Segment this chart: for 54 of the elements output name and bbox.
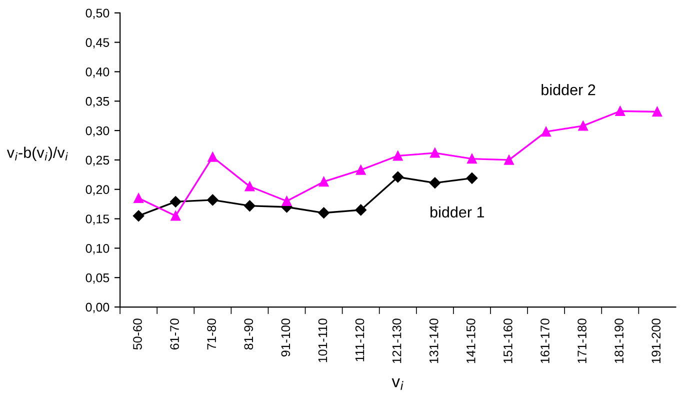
- point: [356, 165, 366, 175]
- point: [466, 172, 478, 184]
- x-tick-label: 81-90: [244, 318, 254, 350]
- x-tick-label: 121-130: [392, 318, 402, 364]
- point: [170, 210, 180, 221]
- point: [318, 176, 329, 187]
- x-tick-label: 161-170: [540, 318, 550, 364]
- point: [244, 182, 255, 192]
- y-tick-label: 0,50: [86, 8, 110, 20]
- point: [318, 207, 330, 218]
- y-tick-label: 0,45: [86, 38, 110, 48]
- y-tick-label: 0,30: [86, 126, 110, 137]
- y-tick-label: 0,35: [86, 96, 110, 108]
- point: [244, 200, 256, 212]
- x-tick-label: 71-80: [207, 318, 216, 350]
- x-tick-label: 171-180: [578, 318, 586, 364]
- y-tick-label: 0,05: [86, 273, 110, 284]
- x-axis-title: v$_{i}$: [392, 378, 404, 390]
- x-tick-label: 181-190: [614, 318, 624, 364]
- point: [208, 152, 218, 162]
- series-label: bidder 1: [430, 206, 484, 218]
- x-tick-label: 191-200: [652, 318, 661, 364]
- point: [504, 155, 514, 165]
- y-tick-label: 0,20: [86, 185, 110, 196]
- y-tick-label: 0,10: [86, 244, 110, 254]
- point: [615, 106, 626, 116]
- point: [393, 150, 403, 161]
- y-tick-label: 0,15: [86, 214, 110, 225]
- point: [132, 210, 144, 222]
- x-tick-label: 111-120: [355, 318, 364, 362]
- point: [652, 106, 662, 117]
- point: [355, 204, 366, 216]
- x-tick-label: 141-150: [466, 318, 476, 364]
- point: [170, 196, 182, 208]
- x-tick-label: 50-60: [133, 318, 142, 350]
- x-tick-label: 61-70: [170, 318, 179, 350]
- x-tick-label: 101-110: [318, 318, 328, 362]
- point: [467, 154, 477, 164]
- x-tick-label: 131-140: [429, 318, 438, 364]
- point: [541, 126, 551, 137]
- point: [134, 193, 144, 204]
- point: [282, 196, 292, 206]
- point: [207, 194, 218, 206]
- y-tick-label: 0,00: [86, 302, 110, 314]
- y-axis-title: v$_{i}$-b(v$_{i}$)/v$_{i}$: [6, 146, 68, 161]
- x-tick-label: 151-160: [504, 318, 512, 364]
- y-tick-label: 0,25: [86, 156, 110, 166]
- x-tick-label: 91-100: [281, 318, 290, 356]
- point: [392, 171, 404, 183]
- point: [429, 177, 441, 188]
- point: [430, 148, 440, 158]
- y-tick-label: 0,40: [86, 68, 110, 78]
- point: [578, 120, 588, 131]
- series-label: bidder 2: [542, 84, 596, 96]
